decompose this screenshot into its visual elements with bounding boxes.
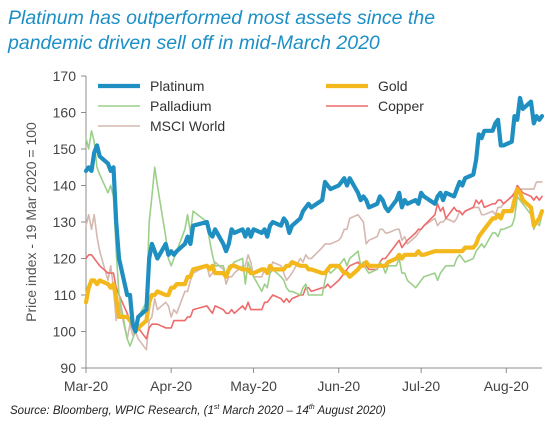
y-tick-label: 140 [53,178,77,194]
x-tick-label: Jul-20 [402,378,440,394]
legend-label-gold: Gold [378,78,408,94]
series-line-platinum [83,95,545,334]
chart-series [83,95,545,351]
x-tick-label: Mar-20 [64,378,109,394]
y-tick-label: 170 [53,68,77,84]
legend-label-palladium: Palladium [150,98,211,114]
x-tick-label: Apr-20 [150,378,192,394]
legend-label-msci-world: MSCI World [150,118,225,134]
chart-title-line-1: Platinum has outperformed most assets si… [8,7,436,29]
x-tick-label: Aug-20 [484,378,529,394]
series-line-copper [85,184,543,340]
y-tick-label: 100 [53,324,77,340]
chart-title-line-2: pandemic driven sell off in mid-March 20… [8,32,380,54]
x-tick-label: Jun-20 [317,378,360,394]
source-suffix: August 2020) [314,404,386,417]
chart-title: Platinum has outperformed most assets si… [8,6,548,56]
chart-legend: Platinum Gold Palladium Copper MSCI World [98,78,424,134]
chart-axes: 90 100 110 120 130 140 150 160 170 Mar-20 Apr-20 Ma… [23,68,542,394]
source-mid: March 2020 – 14 [219,404,309,417]
legend-label-platinum: Platinum [150,78,204,94]
legend-label-copper: Copper [378,98,424,114]
source-prefix: Source: Bloomberg, WPIC Research, (1 [10,404,214,417]
y-axis-label: Price index - 19 Mar 2020 = 100 [23,122,39,322]
source-sup-1: st [213,404,220,411]
source-sup-2: th [308,404,315,411]
series-line-palladium [85,130,543,347]
series-line-gold [83,187,545,334]
y-tick-label: 150 [53,141,77,157]
y-tick-label: 130 [53,214,77,230]
y-tick-label: 90 [60,360,76,376]
y-tick-label: 110 [54,287,77,303]
y-tick-label: 120 [53,251,77,267]
y-tick-label: 160 [53,105,77,121]
source-note: Source: Bloomberg, WPIC Research, (1st M… [10,404,386,417]
x-tick-label: May-20 [230,378,277,394]
